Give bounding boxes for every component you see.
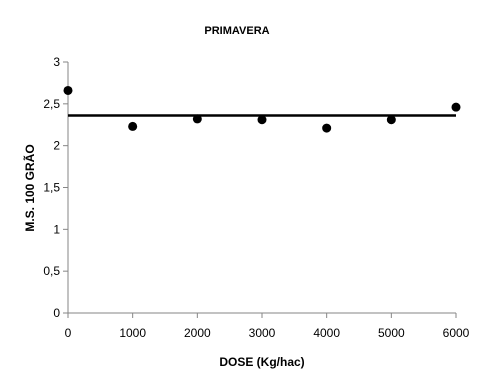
x-tick-label: 5000 — [378, 326, 405, 340]
x-tick-label: 3000 — [249, 326, 276, 340]
data-point — [386, 115, 396, 125]
y-tick-label: 1 — [53, 222, 60, 236]
data-point — [192, 114, 202, 124]
tick-labels: 0 0,5 1 1,5 2 2,5 3 0 1000 2000 3000 4000 5000 6000 — [43, 55, 469, 340]
x-tick-label: 2000 — [184, 326, 211, 340]
y-tick-label: 2,5 — [43, 97, 60, 111]
data-point — [451, 102, 461, 112]
x-tick-label: 0 — [65, 326, 72, 340]
y-axis-title: M.S. 100 GRÃO — [22, 144, 37, 231]
x-tick-label: 1000 — [119, 326, 146, 340]
data-points — [63, 85, 461, 133]
data-point — [128, 121, 138, 131]
data-point — [257, 115, 267, 125]
y-tick-label: 1,5 — [43, 181, 60, 195]
chart-title: PRIMAVERA — [204, 25, 269, 37]
axes — [63, 61, 457, 318]
y-tick-label: 3 — [53, 55, 60, 69]
x-tick-label: 6000 — [443, 326, 470, 340]
x-tick-label: 4000 — [313, 326, 340, 340]
y-tick-label: 0,5 — [43, 264, 60, 278]
data-point — [322, 123, 332, 133]
data-point — [63, 85, 73, 95]
y-tick-label: 0 — [53, 306, 60, 320]
y-tick-label: 2 — [53, 139, 60, 153]
x-axis-title: DOSE (Kg/hac) — [219, 355, 304, 369]
